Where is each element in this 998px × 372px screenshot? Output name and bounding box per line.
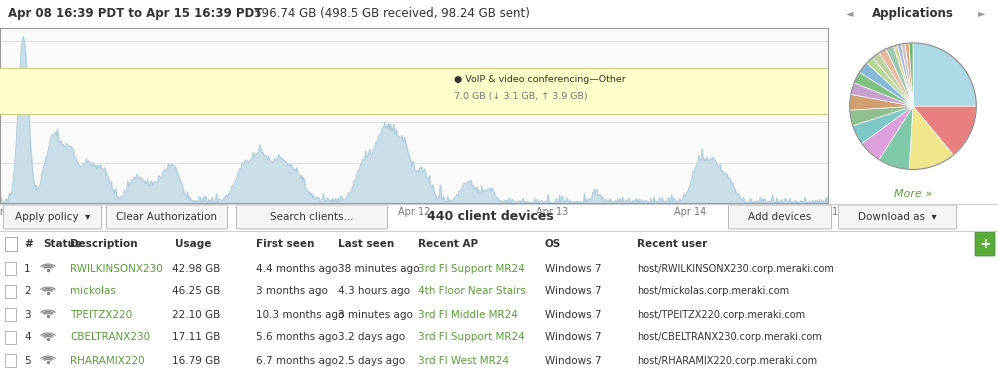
Text: ● VoIP & video conferencing—Other: ● VoIP & video conferencing—Other: [454, 75, 626, 84]
Text: host/RHARAMIX220.corp.meraki.com: host/RHARAMIX220.corp.meraki.com: [637, 356, 817, 366]
Text: ◄: ◄: [846, 9, 853, 19]
Text: 46.25 GB: 46.25 GB: [172, 286, 220, 296]
Text: Windows 7: Windows 7: [545, 286, 602, 296]
Wedge shape: [901, 44, 913, 106]
Wedge shape: [854, 72, 913, 106]
Text: Recent user: Recent user: [637, 239, 708, 249]
Text: 17.11 GB: 17.11 GB: [172, 333, 220, 343]
Wedge shape: [872, 53, 913, 106]
Text: Windows 7: Windows 7: [545, 310, 602, 320]
Text: host/mickolas.corp.meraki.com: host/mickolas.corp.meraki.com: [637, 286, 789, 296]
FancyBboxPatch shape: [838, 205, 956, 229]
Text: #: #: [24, 239, 33, 249]
Text: 5: 5: [24, 356, 31, 366]
Text: First seen: First seen: [256, 239, 314, 249]
Text: Search clients...: Search clients...: [270, 212, 354, 222]
Text: +: +: [979, 237, 991, 251]
Text: Recent AP: Recent AP: [418, 239, 478, 249]
Text: More »: More »: [894, 189, 932, 199]
Wedge shape: [893, 45, 913, 106]
Text: Windows 7: Windows 7: [545, 263, 602, 273]
Text: RWILKINSONX230: RWILKINSONX230: [70, 263, 163, 273]
Text: 1: 1: [24, 263, 31, 273]
Wedge shape: [853, 106, 913, 143]
Text: 2.5 days ago: 2.5 days ago: [338, 356, 405, 366]
Text: Download as  ▾: Download as ▾: [858, 212, 937, 222]
Text: 5.6 months ago: 5.6 months ago: [256, 333, 338, 343]
FancyBboxPatch shape: [0, 68, 998, 114]
Text: 3rd Fl Middle MR24: 3rd Fl Middle MR24: [418, 310, 518, 320]
Text: 3rd Fl Support MR24: 3rd Fl Support MR24: [418, 263, 525, 273]
Text: CBELTRANX230: CBELTRANX230: [70, 333, 150, 343]
Text: 3 months ago: 3 months ago: [256, 286, 328, 296]
Text: Windows 7: Windows 7: [545, 333, 602, 343]
Wedge shape: [905, 43, 913, 106]
Wedge shape: [851, 83, 913, 106]
Text: 42.98 GB: 42.98 GB: [172, 263, 220, 273]
FancyBboxPatch shape: [4, 205, 102, 229]
FancyBboxPatch shape: [729, 205, 831, 229]
Text: 38 minutes ago: 38 minutes ago: [338, 263, 419, 273]
Text: Status: Status: [43, 239, 81, 249]
Text: 7.0 GB (↓ 3.1 GB, ↑ 3.9 GB): 7.0 GB (↓ 3.1 GB, ↑ 3.9 GB): [454, 92, 588, 101]
Bar: [5, 237, 17, 251]
Bar: [5, 262, 16, 275]
Text: 3.2 days ago: 3.2 days ago: [338, 333, 405, 343]
Wedge shape: [867, 57, 913, 106]
Text: host/CBELTRANX230.corp.meraki.com: host/CBELTRANX230.corp.meraki.com: [637, 333, 821, 343]
Text: OS: OS: [545, 239, 561, 249]
Text: mickolas: mickolas: [70, 286, 116, 296]
Text: 440 client devices: 440 client devices: [426, 211, 553, 224]
Text: 2: 2: [24, 286, 31, 296]
Text: 4th Floor Near Stairs: 4th Floor Near Stairs: [418, 286, 526, 296]
Text: TPEITZX220: TPEITZX220: [70, 310, 133, 320]
Wedge shape: [909, 43, 913, 106]
Bar: [5, 308, 16, 321]
Text: 596.74 GB (498.5 GB received, 98.24 GB sent): 596.74 GB (498.5 GB received, 98.24 GB s…: [243, 7, 530, 20]
Text: ►: ►: [978, 9, 986, 19]
Text: Description: Description: [70, 239, 138, 249]
Bar: [5, 331, 16, 344]
Text: 4.3 hours ago: 4.3 hours ago: [338, 286, 410, 296]
Wedge shape: [862, 106, 913, 160]
Wedge shape: [859, 63, 913, 106]
Wedge shape: [909, 106, 953, 170]
Text: Apply policy  ▾: Apply policy ▾: [15, 212, 90, 222]
Wedge shape: [913, 43, 976, 106]
Wedge shape: [897, 44, 913, 106]
Text: RHARAMIX220: RHARAMIX220: [70, 356, 145, 366]
Text: Last seen: Last seen: [338, 239, 394, 249]
Text: 6.7 months ago: 6.7 months ago: [256, 356, 338, 366]
Text: 3: 3: [24, 310, 31, 320]
Wedge shape: [879, 49, 913, 106]
Text: 4: 4: [24, 333, 31, 343]
Wedge shape: [850, 106, 913, 126]
Text: 3rd Fl West MR24: 3rd Fl West MR24: [418, 356, 509, 366]
Wedge shape: [886, 46, 913, 106]
Text: Windows 7: Windows 7: [545, 356, 602, 366]
Text: 3rd Fl Support MR24: 3rd Fl Support MR24: [418, 333, 525, 343]
Text: host/RWILKINSONX230.corp.meraki.com: host/RWILKINSONX230.corp.meraki.com: [637, 263, 834, 273]
FancyBboxPatch shape: [975, 232, 995, 256]
Text: host/TPEITZX220.corp.meraki.com: host/TPEITZX220.corp.meraki.com: [637, 310, 805, 320]
Wedge shape: [849, 94, 913, 110]
Text: Apr 08 16:39 PDT to Apr 15 16:39 PDT: Apr 08 16:39 PDT to Apr 15 16:39 PDT: [8, 7, 262, 20]
FancyBboxPatch shape: [107, 205, 228, 229]
Text: Add devices: Add devices: [748, 212, 811, 222]
Text: Applications: Applications: [872, 7, 954, 20]
Text: 4.4 months ago: 4.4 months ago: [256, 263, 338, 273]
FancyBboxPatch shape: [237, 205, 387, 229]
Wedge shape: [879, 106, 913, 169]
Bar: [5, 354, 16, 367]
Text: 16.79 GB: 16.79 GB: [172, 356, 220, 366]
Text: Usage: Usage: [175, 239, 212, 249]
Text: Clear Authorization: Clear Authorization: [117, 212, 218, 222]
Wedge shape: [913, 106, 976, 155]
Bar: [5, 285, 16, 298]
Text: 10.3 months ago: 10.3 months ago: [256, 310, 344, 320]
Text: 3 minutes ago: 3 minutes ago: [338, 310, 413, 320]
Text: 22.10 GB: 22.10 GB: [172, 310, 220, 320]
